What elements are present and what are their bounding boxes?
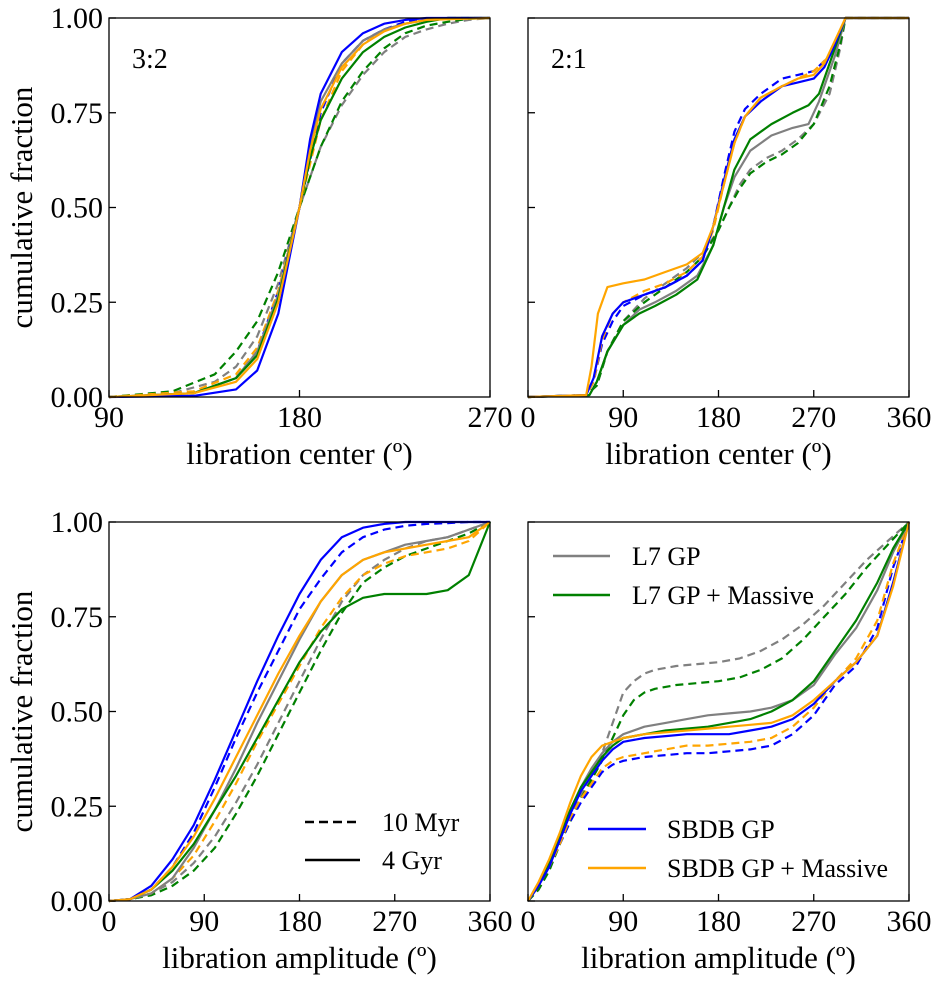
series-line-2: L7 GP + Massive (10 Myr): [527, 521, 910, 902]
series-line-3: SBDB GP (10 Myr): [108, 520, 490, 903]
x-tick-label: 180: [277, 905, 322, 938]
legend-label-l7gp-massive: L7 GP + Massive: [632, 581, 814, 610]
series-line-7: SBDB GP (4 Gyr): [108, 16, 490, 399]
series-line-6: L7 GP + Massive (4 Gyr): [527, 16, 909, 399]
x-tick-label: 270: [372, 905, 417, 938]
x-tick-label: 270: [791, 905, 836, 938]
series-line-1: L7 GP (10 Myr): [108, 16, 491, 399]
y-tick-label: 0.50: [51, 192, 104, 225]
plot-frame: [527, 521, 910, 902]
x-tick-label: 90: [608, 905, 638, 938]
legend-linestyle: 10 Myr 4 Gyr: [305, 808, 460, 875]
y-axis-label: cumulative fraction: [4, 86, 39, 328]
series-line-8: SBDB GP + Massive (4 Gyr): [527, 16, 909, 399]
series-line-8: SBDB GP + Massive (4 Gyr): [108, 16, 491, 399]
panel-top-left: L7 GP (10 Myr)L7 GP + Massive (10 Myr)SB…: [4, 2, 513, 471]
legend-label-sbdbgp-massive: SBDB GP + Massive: [667, 854, 888, 883]
panel-resonance-label: 3:2: [132, 44, 168, 75]
panel-bottom-right: L7 GP (10 Myr)L7 GP + Massive (10 Myr)SB…: [521, 521, 932, 975]
y-tick-label: 0.00: [51, 381, 104, 414]
x-tick-label: 360: [887, 401, 932, 434]
x-tick-label: 0: [521, 905, 536, 938]
series-line-4: SBDB GP + Massive (10 Myr): [108, 16, 490, 399]
series-line-5: L7 GP (4 Gyr): [108, 520, 491, 903]
plot-frame: [108, 521, 491, 902]
y-tick-label: 0.00: [51, 885, 104, 918]
series-line-3: SBDB GP (10 Myr): [527, 521, 911, 902]
y-tick-label: 0.75: [51, 601, 104, 634]
series-line-4: SBDB GP + Massive (10 Myr): [527, 521, 911, 902]
x-tick-label: 270: [468, 401, 513, 434]
series-line-6: L7 GP + Massive (4 Gyr): [108, 16, 490, 399]
series-line-1: L7 GP (10 Myr): [108, 520, 491, 903]
legend-label-l7gp: L7 GP: [632, 542, 701, 571]
x-tick-label: 0: [521, 401, 536, 434]
x-tick-label: 360: [468, 905, 513, 938]
x-tick-label: 180: [277, 401, 322, 434]
legend-label-sbdbgp: SBDB GP: [667, 815, 775, 844]
x-tick-label: 270: [791, 401, 836, 434]
y-tick-label: 0.75: [51, 97, 104, 130]
series-line-7: SBDB GP (4 Gyr): [108, 520, 490, 903]
series-line-1: L7 GP (10 Myr): [527, 521, 910, 902]
series-line-8: SBDB GP + Massive (4 Gyr): [527, 521, 911, 902]
series-line-2: L7 GP + Massive (10 Myr): [108, 521, 491, 903]
x-tick-label: 360: [887, 905, 932, 938]
y-tick-label: 1.00: [51, 506, 104, 539]
series-line-5: L7 GP (4 Gyr): [527, 521, 910, 902]
series-line-6: L7 GP + Massive (4 Gyr): [527, 521, 910, 902]
y-tick-label: 0.25: [51, 286, 104, 319]
panel-bottom-left: L7 GP (10 Myr)L7 GP + Massive (10 Myr)SB…: [4, 506, 513, 975]
panel-resonance-label: 2:1: [551, 44, 587, 75]
series-line-2: L7 GP + Massive (10 Myr): [108, 16, 491, 399]
series-line-8: SBDB GP + Massive (4 Gyr): [108, 521, 491, 903]
y-tick-label: 0.50: [51, 696, 104, 729]
y-axis-label: cumulative fraction: [4, 590, 39, 832]
x-tick-label: 180: [696, 905, 741, 938]
x-axis-label: libration amplitude (º): [581, 940, 856, 975]
x-axis-label: libration center (º): [605, 436, 832, 471]
legend-models-bottom: SBDB GP SBDB GP + Massive: [588, 815, 888, 883]
x-axis-label: libration center (º): [186, 436, 413, 471]
x-tick-label: 90: [94, 401, 124, 434]
x-axis-label: libration amplitude (º): [162, 940, 437, 975]
legend-models-top: L7 GP L7 GP + Massive: [553, 542, 814, 610]
y-tick-label: 1.00: [51, 2, 104, 35]
x-tick-label: 180: [696, 401, 741, 434]
series-line-4: SBDB GP + Massive (10 Myr): [108, 521, 491, 903]
panel-top-right: L7 GP (10 Myr)L7 GP + Massive (10 Myr)SB…: [521, 16, 932, 471]
y-tick-label: 0.25: [51, 790, 104, 823]
series-line-7: SBDB GP (4 Gyr): [527, 521, 911, 902]
legend-label-10myr: 10 Myr: [382, 808, 460, 837]
x-tick-label: 0: [102, 905, 117, 938]
series-line-6: L7 GP + Massive (4 Gyr): [108, 521, 492, 903]
legend-label-4gyr: 4 Gyr: [382, 846, 442, 875]
x-tick-label: 90: [189, 905, 219, 938]
x-tick-label: 90: [608, 401, 638, 434]
